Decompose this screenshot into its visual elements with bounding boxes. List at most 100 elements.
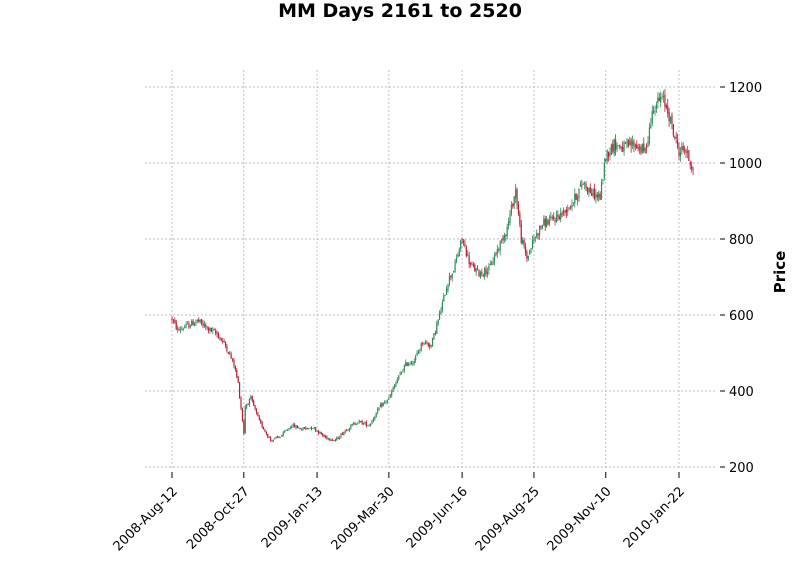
candle-body bbox=[567, 209, 569, 212]
candle-body bbox=[684, 149, 686, 151]
y-tick-label: 1000 bbox=[729, 157, 762, 172]
candle-body bbox=[178, 329, 180, 331]
candle-body bbox=[524, 246, 527, 254]
candle-body bbox=[409, 363, 411, 365]
candle-body bbox=[219, 337, 221, 339]
candle-body bbox=[423, 343, 425, 345]
candle-body bbox=[298, 427, 300, 429]
candle-body bbox=[485, 269, 487, 275]
candle-body bbox=[664, 94, 666, 107]
candle-body bbox=[461, 239, 463, 240]
candle-body bbox=[367, 425, 369, 427]
chart-title: MM Days 2161 to 2520 bbox=[278, 0, 522, 22]
candle-body bbox=[205, 325, 207, 327]
candle-body bbox=[533, 238, 535, 242]
candle-body bbox=[634, 144, 636, 148]
candle-body bbox=[239, 382, 241, 398]
candle-body bbox=[472, 264, 474, 266]
y-tick-label: 400 bbox=[729, 385, 754, 400]
candle-body bbox=[378, 407, 380, 410]
candle-body bbox=[264, 429, 266, 432]
candle-body bbox=[544, 218, 546, 227]
candle-body bbox=[644, 147, 646, 153]
candle-body bbox=[220, 338, 222, 341]
candle-body bbox=[554, 220, 556, 222]
candle-body bbox=[610, 144, 612, 155]
candle-body bbox=[651, 111, 653, 124]
candle-body bbox=[247, 403, 249, 405]
candle-body bbox=[417, 351, 420, 354]
candle-body bbox=[437, 319, 439, 325]
candle-body bbox=[274, 437, 276, 440]
candle-body bbox=[348, 428, 351, 431]
candle-body bbox=[572, 202, 574, 204]
candle-body bbox=[403, 365, 405, 371]
candle-body bbox=[175, 321, 177, 330]
candle-body bbox=[323, 434, 325, 437]
candle-body bbox=[303, 427, 305, 429]
candle-body bbox=[275, 436, 277, 438]
candle-body bbox=[426, 342, 428, 344]
candle-body bbox=[522, 239, 524, 244]
candle-body bbox=[630, 139, 632, 147]
candle-body bbox=[209, 327, 211, 332]
candle-body bbox=[555, 215, 558, 223]
candle-body bbox=[281, 435, 283, 437]
candle-body bbox=[560, 212, 562, 220]
candle-body bbox=[585, 184, 587, 189]
candle-body bbox=[507, 221, 510, 227]
candle-body bbox=[206, 326, 208, 328]
candle-body bbox=[495, 254, 497, 255]
candle-body bbox=[592, 189, 594, 196]
candle-body bbox=[282, 432, 284, 436]
candle-body bbox=[196, 319, 198, 322]
x-tick-label: 2009-Jan-13 bbox=[259, 484, 326, 551]
candle-body bbox=[646, 145, 648, 148]
candle-body bbox=[575, 193, 577, 200]
candle-body bbox=[661, 96, 663, 98]
candle-body bbox=[633, 140, 635, 147]
candle-body bbox=[213, 329, 215, 331]
candle-body bbox=[689, 162, 691, 166]
candle-body bbox=[265, 431, 267, 434]
candle-body bbox=[317, 430, 320, 434]
candle-body bbox=[692, 168, 694, 170]
candle-body bbox=[531, 240, 534, 248]
candle-body bbox=[541, 224, 543, 229]
candle-body bbox=[355, 423, 358, 425]
candle-body bbox=[330, 440, 332, 441]
candle-body bbox=[354, 423, 356, 425]
candle-body bbox=[520, 224, 522, 243]
candle-body bbox=[546, 219, 548, 228]
candle-body bbox=[199, 319, 201, 322]
candle-body bbox=[261, 422, 263, 428]
candle-body bbox=[462, 240, 465, 243]
candle-body bbox=[343, 432, 345, 436]
candle-body bbox=[227, 352, 229, 354]
candle-body bbox=[551, 217, 553, 218]
candle-body bbox=[607, 151, 610, 157]
candle-body bbox=[624, 142, 627, 144]
candle-body bbox=[460, 240, 462, 250]
candle-body bbox=[288, 428, 290, 430]
candle-body bbox=[353, 423, 355, 425]
candle-body bbox=[429, 344, 431, 347]
candle-body bbox=[681, 146, 683, 151]
candle-body bbox=[313, 427, 315, 429]
candle-body bbox=[451, 273, 453, 278]
candle-body bbox=[450, 275, 452, 278]
candle-body bbox=[574, 193, 576, 204]
candle-body bbox=[309, 427, 311, 429]
candle-body bbox=[340, 433, 342, 438]
candle-body bbox=[405, 362, 407, 366]
candle-body bbox=[312, 428, 314, 429]
candle-body bbox=[581, 185, 583, 187]
candle-body bbox=[627, 140, 629, 147]
candle-body bbox=[393, 385, 396, 389]
candle-body bbox=[543, 218, 545, 225]
candle-body bbox=[300, 429, 303, 431]
candle-body bbox=[374, 417, 376, 420]
candle-body bbox=[434, 332, 436, 334]
candle-body bbox=[443, 295, 445, 302]
candle-body bbox=[208, 328, 210, 331]
